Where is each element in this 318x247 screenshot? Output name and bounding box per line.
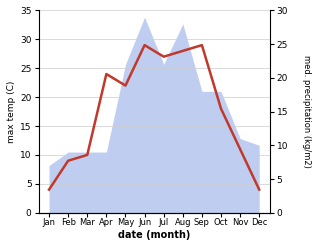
X-axis label: date (month): date (month): [118, 230, 190, 240]
Y-axis label: med. precipitation (kg/m2): med. precipitation (kg/m2): [302, 55, 311, 168]
Y-axis label: max temp (C): max temp (C): [7, 80, 16, 143]
